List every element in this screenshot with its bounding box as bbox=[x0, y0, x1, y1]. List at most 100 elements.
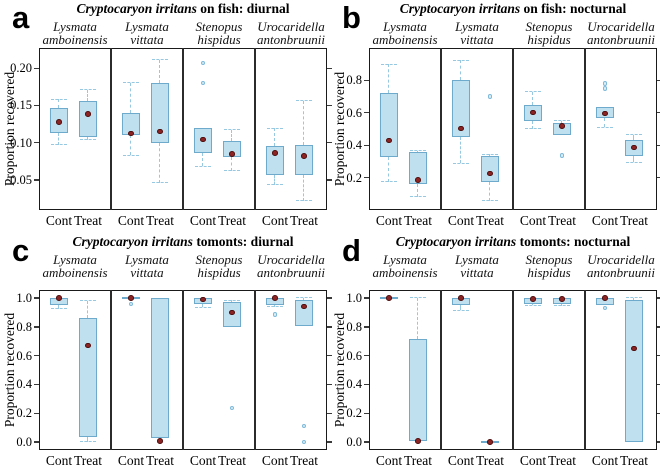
species-separator bbox=[110, 48, 112, 210]
panel-d: d Cryptocaryon irritans tomonts: nocturna… bbox=[330, 233, 660, 466]
species-label-line1: Lysmata bbox=[383, 19, 427, 34]
x-group-label: Treat bbox=[547, 453, 576, 466]
y-tick-label: 1.0 bbox=[16, 291, 32, 306]
outlier-point bbox=[301, 423, 307, 429]
x-group-label: Cont bbox=[45, 453, 73, 466]
x-group-label: Cont bbox=[45, 213, 73, 228]
species-label-line2: hispidus bbox=[527, 265, 571, 280]
y-tick-mark bbox=[34, 441, 39, 443]
x-group-label: Treat bbox=[547, 213, 576, 228]
species-separator bbox=[512, 290, 514, 450]
x-group-label: Cont bbox=[117, 213, 145, 228]
mean-dot bbox=[602, 295, 608, 301]
species-separator bbox=[182, 48, 184, 210]
outlier-point bbox=[602, 305, 608, 311]
y-tick-mark bbox=[327, 67, 332, 69]
species-label-line2: amboinensis bbox=[372, 32, 438, 47]
y-tick-mark bbox=[364, 112, 369, 114]
whisker-cap bbox=[296, 200, 312, 202]
panel-letter: a bbox=[12, 0, 30, 35]
whisker bbox=[274, 174, 276, 186]
box bbox=[625, 300, 643, 442]
mean-dot bbox=[229, 309, 235, 316]
species-label: Stenopus hispidus bbox=[159, 20, 279, 46]
y-tick-label: 0.6 bbox=[346, 348, 362, 363]
y-tick-mark bbox=[657, 144, 660, 146]
species-label-line1: Lysmata bbox=[53, 19, 97, 34]
whisker bbox=[633, 155, 635, 163]
y-tick-label: 0.8 bbox=[346, 73, 362, 88]
box bbox=[79, 100, 97, 137]
box bbox=[481, 155, 499, 182]
species-label: Urocaridella antonbruunii bbox=[561, 253, 660, 279]
y-tick-mark bbox=[34, 179, 39, 181]
y-tick-mark bbox=[327, 326, 332, 328]
box bbox=[266, 145, 284, 175]
species-separator bbox=[584, 48, 586, 210]
outlier-point bbox=[301, 439, 307, 445]
box bbox=[295, 300, 313, 327]
whisker-cap bbox=[296, 100, 312, 102]
mean-dot bbox=[56, 295, 62, 301]
mean-dot bbox=[458, 295, 464, 301]
y-axis-label: Proportion recovered bbox=[332, 71, 347, 187]
species-label-line1: Stenopus bbox=[195, 19, 243, 34]
y-tick-mark bbox=[34, 104, 39, 107]
y-tick-mark bbox=[34, 355, 39, 357]
whisker bbox=[130, 135, 132, 156]
species-label: Lysmata amboinensis bbox=[345, 20, 465, 46]
outlier-point bbox=[602, 86, 608, 91]
whisker-cap bbox=[453, 59, 469, 61]
panel-title-italic: Cryptocaryon irritans bbox=[72, 234, 193, 249]
whisker bbox=[561, 120, 563, 123]
y-tick-label: 0.2 bbox=[346, 170, 362, 185]
whisker bbox=[417, 298, 419, 340]
y-tick-mark bbox=[34, 297, 39, 299]
species-separator bbox=[440, 48, 442, 210]
whisker-cap bbox=[296, 297, 312, 299]
mean-dot bbox=[301, 153, 307, 159]
whisker-cap bbox=[626, 161, 642, 163]
mean-dot bbox=[559, 122, 565, 129]
y-tick-mark bbox=[364, 79, 369, 82]
y-tick-mark bbox=[34, 67, 39, 69]
whisker-cap bbox=[224, 170, 240, 172]
species-separator bbox=[110, 290, 112, 450]
y-tick-mark bbox=[657, 177, 660, 179]
x-group-label: Cont bbox=[189, 213, 217, 228]
whisker-cap bbox=[123, 154, 139, 156]
panel-title-rest: tomonts: nocturnal bbox=[516, 234, 631, 249]
whisker-cap bbox=[267, 127, 283, 129]
y-tick-label: 0.10 bbox=[10, 135, 32, 150]
whisker bbox=[532, 303, 534, 306]
mean-dot bbox=[631, 345, 637, 352]
whisker-cap bbox=[80, 89, 96, 91]
species-label-line2: vittata bbox=[460, 265, 494, 280]
species-label-line2: antonbruunii bbox=[587, 32, 655, 47]
species-label-line1: Lysmata bbox=[383, 252, 427, 267]
species-label-line1: Lysmata bbox=[455, 252, 499, 267]
panel-title: Cryptocaryon irritans on fish: nocturnal bbox=[369, 1, 657, 17]
y-tick-mark bbox=[657, 79, 660, 82]
x-group-label: Treat bbox=[73, 213, 102, 228]
outlier-point bbox=[128, 301, 134, 307]
species-label: Lysmata vittata bbox=[87, 20, 207, 46]
box bbox=[409, 339, 427, 441]
x-group-label: Cont bbox=[519, 213, 547, 228]
x-group-label: Cont bbox=[375, 213, 403, 228]
panel-title: Cryptocaryon irritans on fish: diurnal bbox=[39, 1, 327, 17]
whisker-cap bbox=[267, 184, 283, 186]
outlier-point bbox=[200, 80, 206, 86]
species-label-line2: hispidus bbox=[197, 32, 241, 47]
whisker bbox=[633, 134, 635, 140]
whisker-cap bbox=[525, 91, 541, 93]
species-label: Urocaridella antonbruunii bbox=[231, 20, 351, 46]
y-tick-label: 0.05 bbox=[10, 172, 32, 187]
mean-dot bbox=[128, 295, 134, 301]
outlier-point bbox=[200, 60, 206, 66]
y-tick-label: 0.0 bbox=[16, 434, 32, 449]
y-tick-label: 0.4 bbox=[346, 138, 362, 153]
whisker bbox=[388, 64, 390, 94]
box bbox=[380, 93, 398, 157]
x-group-label: Treat bbox=[289, 453, 318, 466]
